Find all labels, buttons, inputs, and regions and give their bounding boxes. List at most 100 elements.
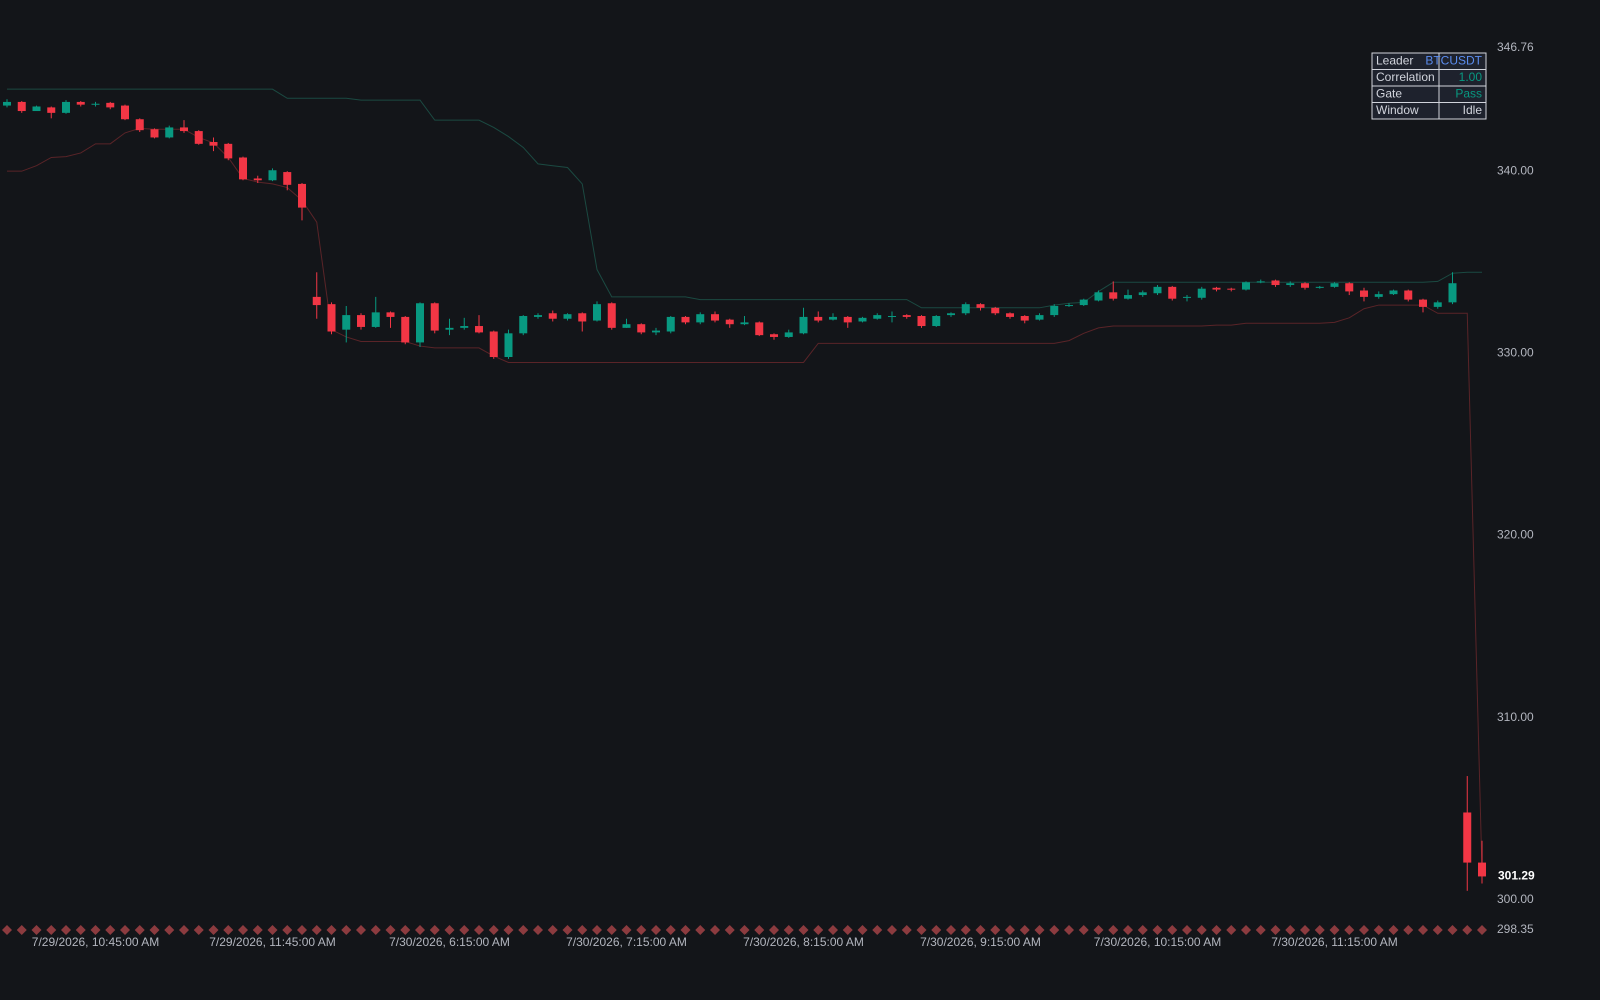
x-tick-label: 7/30/2026, 11:15:00 AM [1271,935,1398,949]
candle-body [1006,313,1014,317]
signal-marker [1344,925,1355,935]
signal-marker [1167,925,1178,935]
candle-body [1419,299,1427,307]
candle-body [1124,295,1132,299]
signal-marker [1300,925,1310,935]
candle-body [460,326,469,328]
signal-marker [1418,925,1428,935]
signal-marker [1019,925,1030,935]
signal-marker [916,925,927,935]
signal-marker [533,925,543,935]
signal-marker [90,925,101,935]
x-tick-label: 7/30/2026, 10:15:00 AM [1094,935,1221,949]
candle-body [1020,316,1029,321]
signal-marker [1462,925,1473,935]
candle-body [843,316,852,323]
signal-marker [179,925,189,935]
candle-body [947,313,955,316]
candle-body [1079,299,1088,306]
candle-body [1242,282,1250,290]
candle-body [1050,305,1059,316]
candle-body [445,327,454,330]
y-tick-label: 340.00 [1497,163,1534,177]
candle-body [1360,290,1368,297]
candle-body [224,143,233,159]
signal-marker [606,925,617,935]
signal-marker [1447,925,1458,935]
signal-marker [1329,925,1340,935]
signal-marker [444,925,455,935]
candle-body [342,315,351,330]
candle-body [902,315,911,317]
candle-body [652,330,660,333]
candle-body [1035,315,1044,320]
table-label: Correlation [1376,70,1435,84]
candle-body [1301,283,1309,288]
x-tick-label: 7/30/2026, 9:15:00 AM [920,935,1041,949]
candle-body [770,334,778,337]
candle-body [327,304,336,332]
candle-body [106,102,115,108]
candle-body [357,315,365,327]
signal-marker [754,925,765,935]
candle-body [1271,280,1280,286]
signal-marker [577,925,588,935]
candle-body [283,172,292,185]
signal-marker [341,925,352,935]
signal-marker [134,925,145,935]
signal-marker [370,925,381,935]
signal-marker [1152,925,1163,935]
candle-body [1138,292,1147,296]
candle-body [3,101,11,106]
candle-body [1330,283,1339,287]
signal-marker [710,925,720,935]
candle-body [1094,292,1103,301]
signal-marker [739,925,750,935]
candle-body [666,316,675,332]
candle-body [991,307,1000,314]
signal-marker [1255,925,1266,935]
signal-marker [931,925,942,935]
signal-marker [356,925,366,935]
signal-marker [960,925,971,935]
candle-body [401,316,410,343]
candle-body [150,129,159,138]
candle-body [1168,286,1177,299]
candle-body [1183,296,1191,298]
signal-marker [16,925,27,935]
signal-marker [311,925,322,935]
signal-marker [695,925,706,935]
y-tick-label: 300.00 [1497,892,1534,906]
candle-body [578,313,587,322]
y-tick-label: 298.35 [1497,922,1534,936]
signal-marker [1108,925,1119,935]
y-tick-label: 330.00 [1497,346,1534,360]
candle-body [489,331,498,358]
candle-body [32,106,41,112]
x-tick-label: 7/29/2026, 11:45:00 AM [209,935,336,949]
candle-body [696,314,705,323]
y-tick-label: 346.76 [1497,40,1534,54]
candle-body [1463,812,1472,863]
candle-body [622,324,631,328]
signal-marker [1373,925,1384,935]
candle-body [932,316,941,327]
candle-body [829,316,837,320]
candle-body [475,326,483,333]
candle-body [755,322,764,336]
candle-body [17,101,26,112]
signal-marker [665,925,676,935]
signal-marker [724,925,735,935]
signal-marker [1211,925,1222,935]
signal-marker [1285,925,1296,935]
candle-body [312,296,321,306]
signal-marker [1034,925,1045,935]
table-label: Gate [1376,86,1402,100]
x-tick-label: 7/30/2026, 8:15:00 AM [743,935,864,949]
signal-marker [1005,925,1015,935]
candle-body [784,332,793,337]
signal-marker [474,925,484,935]
candle-body [194,131,203,144]
x-tick-label: 7/30/2026, 6:15:00 AM [389,935,510,949]
signal-marker [1314,925,1325,935]
